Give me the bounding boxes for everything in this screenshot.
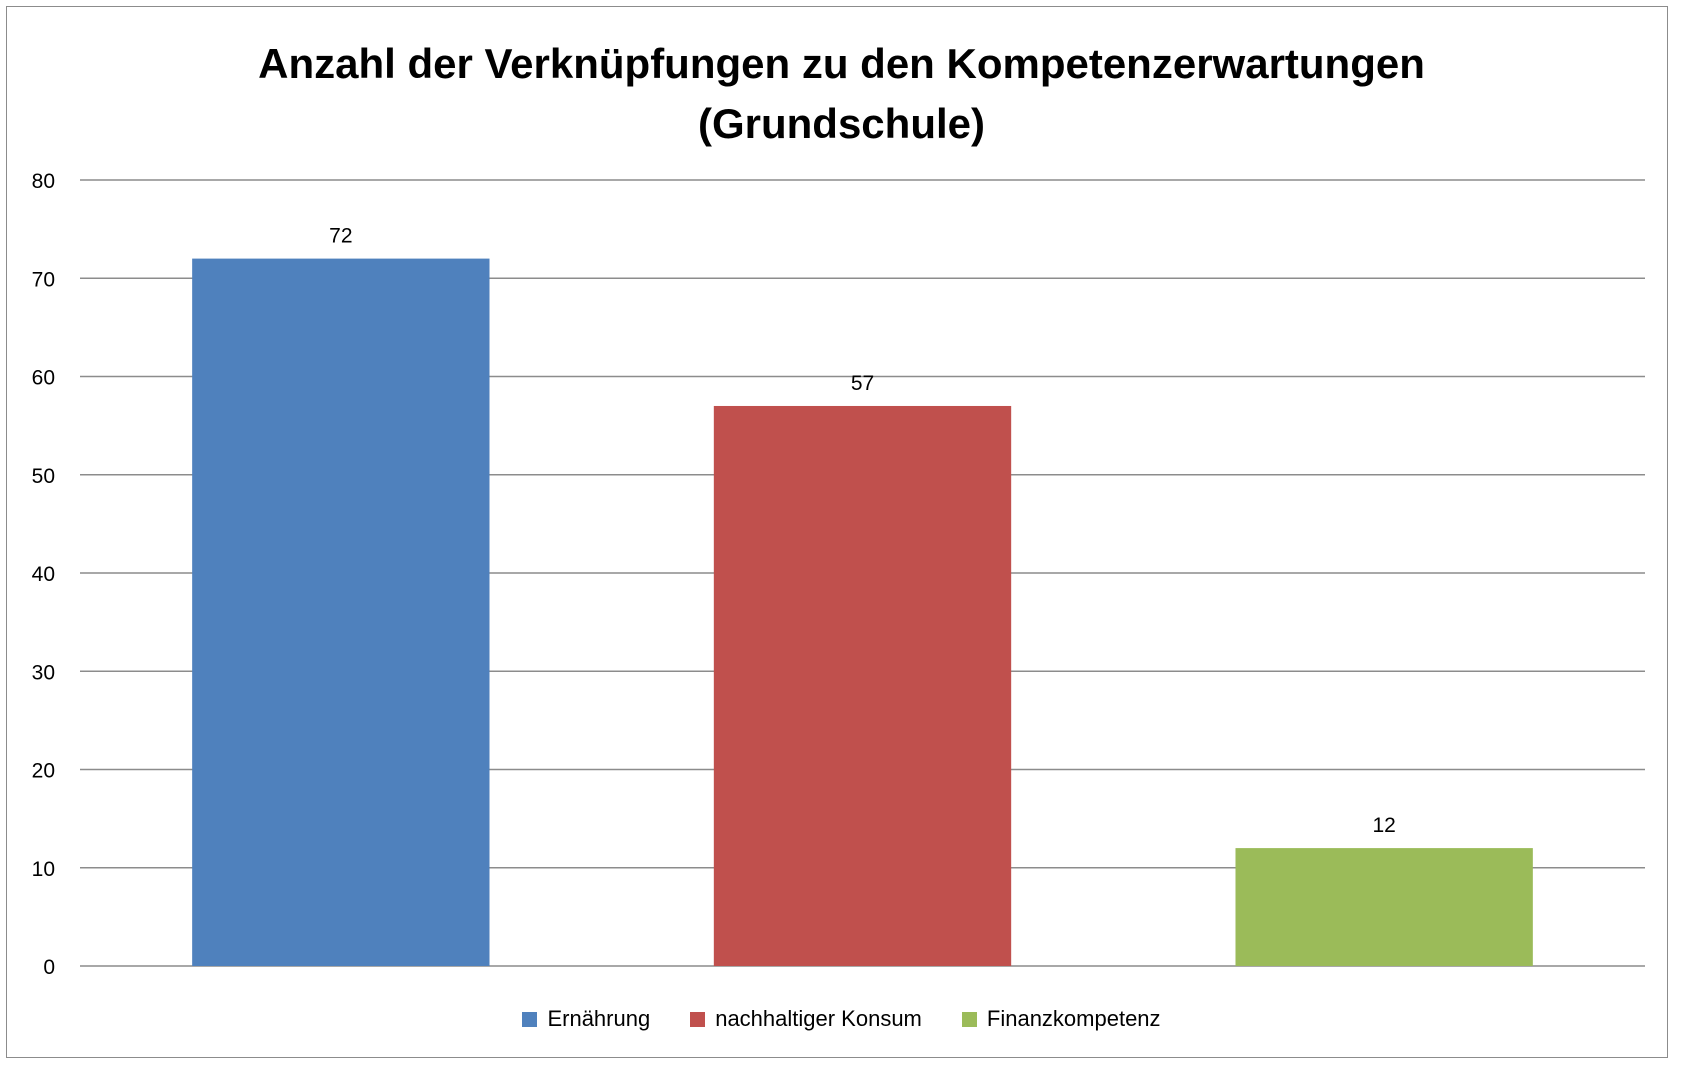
y-tick-label-60: 60 [32, 367, 55, 390]
chart-title: Anzahl der Verknüpfungen zu den Kompeten… [0, 34, 1683, 154]
y-tick-label-10: 10 [32, 858, 55, 881]
y-tick-label-70: 70 [32, 268, 55, 291]
bars [192, 258, 1533, 967]
chart-title-line-1: Anzahl der Verknüpfungen zu den Kompeten… [258, 40, 1425, 87]
legend-label-2: nachhaltiger Konsum [715, 1006, 922, 1031]
legend-label-1: Ernährung [547, 1006, 651, 1031]
y-tick-label-30: 30 [32, 661, 55, 684]
bar-1 [192, 258, 490, 967]
legend-swatch-1 [522, 1011, 538, 1027]
data-labels: 72 57 12 [329, 225, 1396, 837]
legend-swatch-2 [690, 1011, 706, 1027]
data-label-2: 57 [851, 372, 874, 395]
legend-swatch-3 [961, 1011, 977, 1027]
bar-3 [1235, 848, 1533, 966]
y-tick-label-80: 80 [32, 170, 55, 193]
y-tick-label-40: 40 [32, 563, 55, 586]
chart-title-line-2: (Grundschule) [697, 100, 985, 147]
legend-label-3: Finanzkompetenz [986, 1006, 1161, 1031]
legend-item-2: nachhaltiger Konsum [690, 1006, 922, 1032]
y-axis-ticks: 0 10 20 30 40 50 60 70 80 [32, 170, 55, 979]
y-tick-label-20: 20 [32, 760, 55, 783]
legend: Ernährung nachhaltiger Konsum Finanzkompet… [0, 1006, 1683, 1032]
data-label-3: 12 [1372, 814, 1395, 837]
legend-item-1: Ernährung [522, 1006, 650, 1032]
y-tick-label-50: 50 [32, 465, 55, 488]
data-label-1: 72 [329, 225, 352, 248]
legend-item-3: Finanzkompetenz [961, 1006, 1161, 1032]
y-tick-label-0: 0 [43, 956, 55, 979]
bar-2 [713, 405, 1012, 967]
